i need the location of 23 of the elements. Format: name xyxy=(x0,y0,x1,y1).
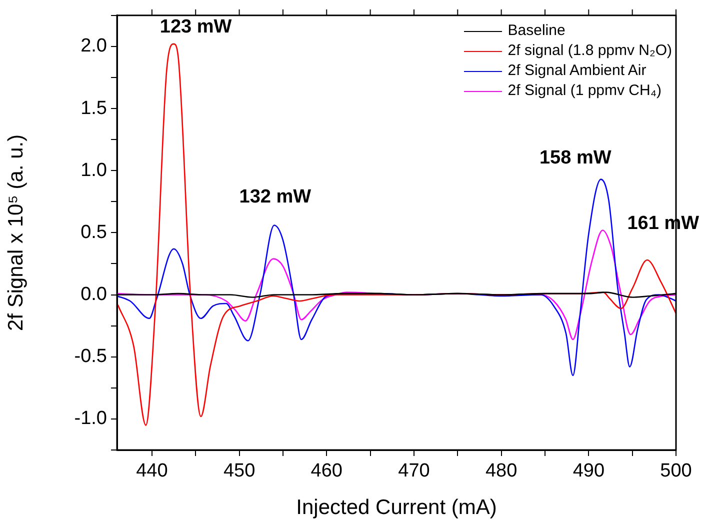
x-tick-label: 460 xyxy=(310,460,342,482)
y-tick-label: -0.5 xyxy=(74,346,107,368)
legend-label: 2f Signal (1 ppmv CH₄) xyxy=(508,81,662,102)
legend-label: 2f Signal Ambient Air xyxy=(508,61,646,82)
annotation: 132 mW xyxy=(239,186,312,208)
y-axis-title: 2f Signal x 10⁵ (a. u.) xyxy=(4,134,28,332)
x-tick-label: 440 xyxy=(136,460,168,482)
y-tick-label: 2.0 xyxy=(80,36,107,57)
annotation: 123 mW xyxy=(160,16,232,38)
x-tick-label: 450 xyxy=(223,460,256,482)
y-tick-label: 1.0 xyxy=(80,160,107,181)
y-tick-label: 0.0 xyxy=(80,284,107,306)
x-tick-label: 490 xyxy=(572,460,605,482)
annotation: 158 mW xyxy=(539,148,612,169)
legend-label: Baseline xyxy=(508,21,566,42)
y-tick-label: 0.5 xyxy=(80,222,107,243)
legend-label: 2f signal (1.8 ppmv N₂O) xyxy=(508,41,672,62)
x-tick-label: 500 xyxy=(660,460,692,482)
x-tick-label: 480 xyxy=(485,460,518,482)
x-tick-label: 470 xyxy=(398,460,430,482)
y-tick-label: -1.0 xyxy=(74,408,107,430)
y-tick-label: 1.5 xyxy=(80,98,107,119)
x-axis-title: Injected Current (mA) xyxy=(296,496,497,520)
